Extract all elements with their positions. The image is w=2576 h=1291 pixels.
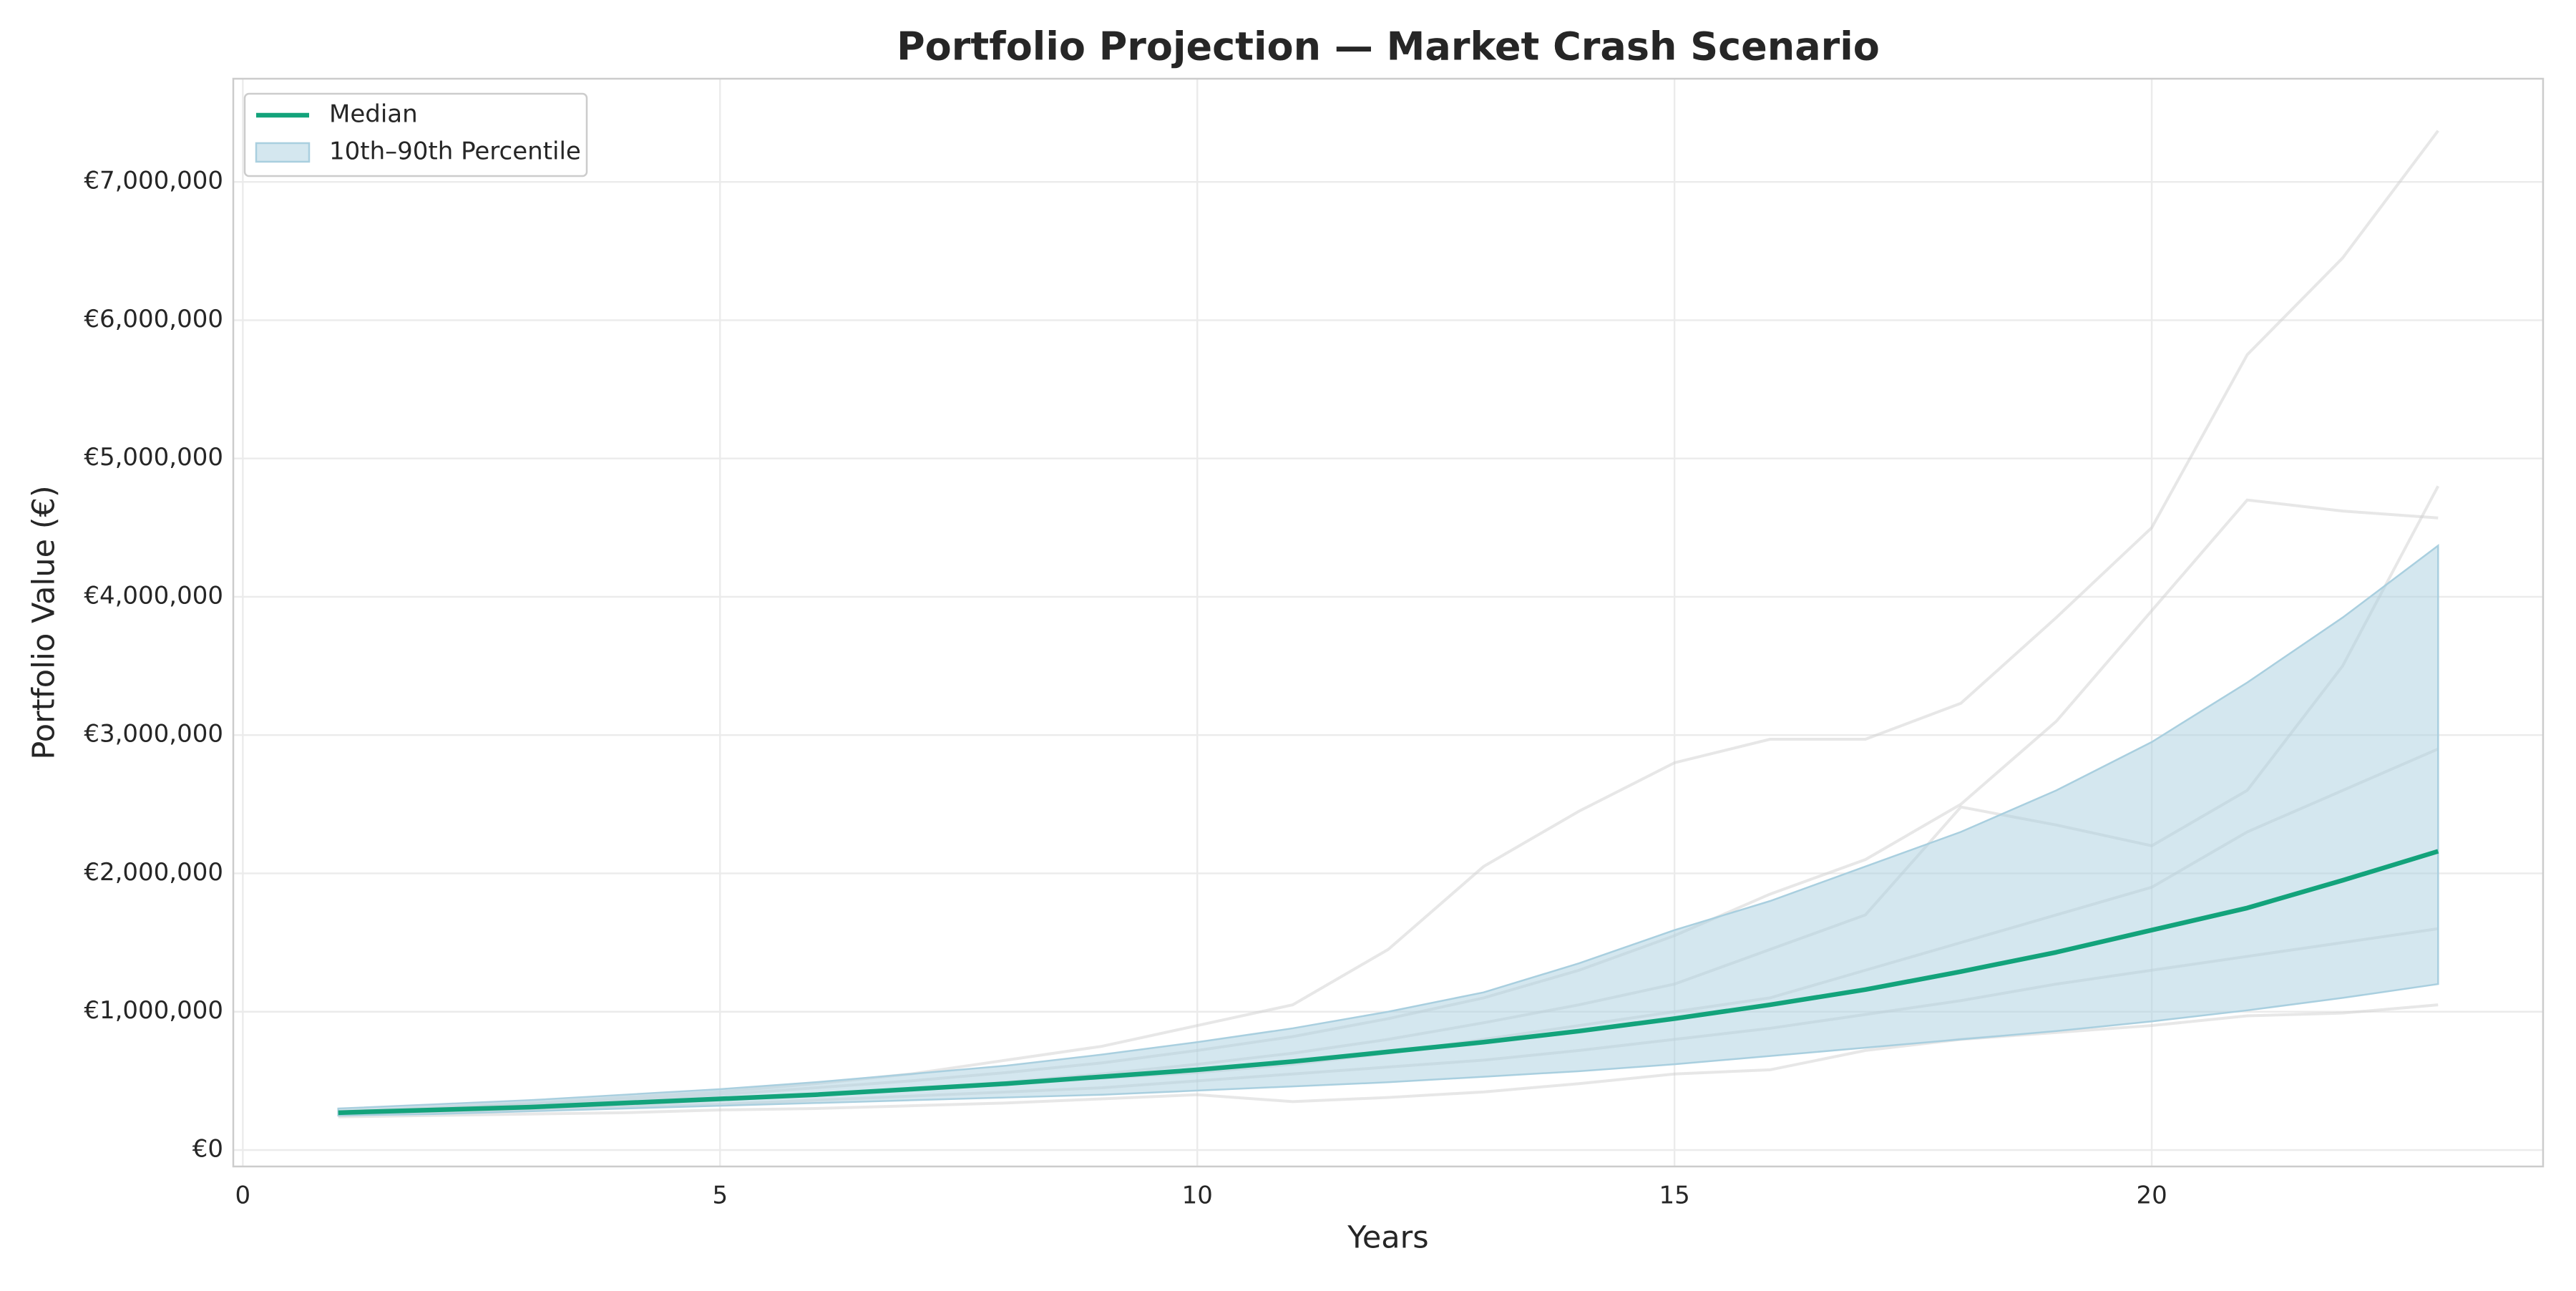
median-line xyxy=(338,849,2439,1116)
percentile-band xyxy=(337,543,2439,1116)
x-tick-label: 10 xyxy=(1182,1182,1213,1210)
y-tick-label: €7,000,000 xyxy=(84,167,223,195)
x-axis-label: Years xyxy=(1347,1220,1428,1256)
y-axis-label: Portfolio Value (€) xyxy=(26,485,62,759)
legend: Median 10th–90th Percentile xyxy=(243,92,588,177)
x-tick-label: 5 xyxy=(712,1182,728,1210)
simulation-line xyxy=(338,1003,2439,1119)
x-tick-label: 20 xyxy=(2136,1182,2167,1210)
legend-swatch xyxy=(255,142,311,163)
y-tick-label: €4,000,000 xyxy=(84,581,223,610)
legend-box xyxy=(243,92,588,177)
chart-title: Portfolio Projection — Market Crash Scen… xyxy=(897,24,1880,69)
x-tick-label: 0 xyxy=(235,1182,251,1210)
y-tick-label: €1,000,000 xyxy=(84,996,223,1025)
legend-label: 10th–90th Percentile xyxy=(329,137,581,166)
y-tick-label: €0 xyxy=(192,1135,223,1164)
plot-area: €0 €1,000,000 €2,000,000 €3,000,000 €4,000,0… xyxy=(84,77,2545,1210)
x-tick-label: 15 xyxy=(1659,1182,1690,1210)
y-tick-label: €2,000,000 xyxy=(84,858,223,887)
y-tick-label: €5,000,000 xyxy=(84,443,223,472)
legend-label: Median xyxy=(329,100,418,129)
y-tick-label: €6,000,000 xyxy=(84,305,223,333)
y-tick-label: €3,000,000 xyxy=(84,720,223,749)
plot-frame xyxy=(232,77,2545,1168)
